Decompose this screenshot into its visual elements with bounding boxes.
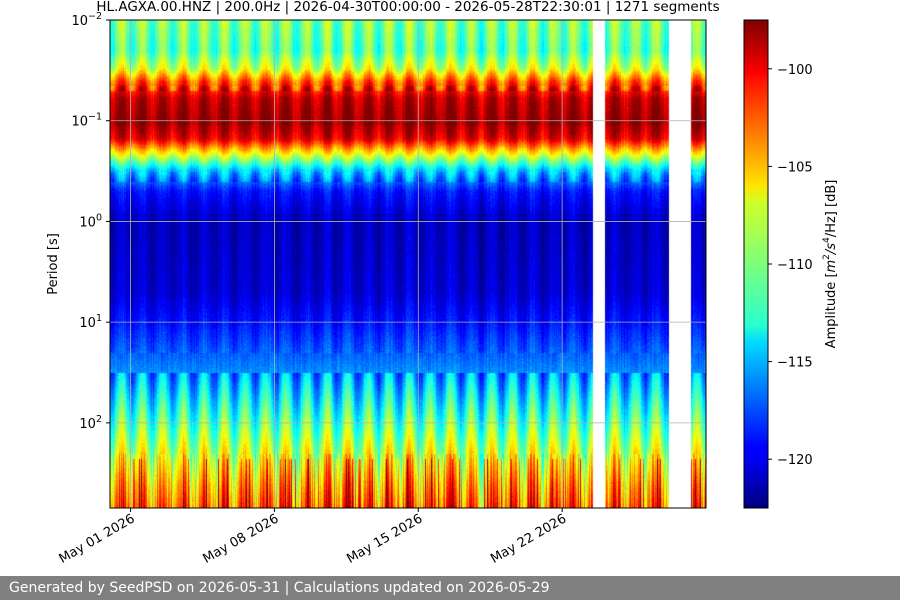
y-tick-label: 100 <box>79 212 102 230</box>
y-tick-label: 10−2 <box>71 11 102 29</box>
colorbar-tick-label: −120 <box>777 453 813 468</box>
psd-spectrogram-figure: HL.AGXA.00.HNZ | 200.0Hz | 2026-04-30T00… <box>46 0 839 567</box>
footer-bar: Generated by SeedPSD on 2026-05-31 | Cal… <box>0 576 900 600</box>
colorbar-tick-label: −115 <box>777 356 813 371</box>
plot-frame <box>109 19 707 509</box>
y-tick-exponent: 0 <box>96 212 102 223</box>
chart-title: HL.AGXA.00.HNZ | 200.0Hz | 2026-04-30T00… <box>96 0 719 15</box>
colorbar-label-mid: /s <box>824 243 839 255</box>
y-tick-base: 10 <box>79 316 96 331</box>
heatmap-image <box>110 20 706 508</box>
y-tick-label: 101 <box>79 313 102 331</box>
colorbar-tick-label: −100 <box>777 63 813 78</box>
colorbar-label: Amplitude [m2/s4/Hz] [dB] <box>822 180 839 349</box>
y-tick-exponent: 1 <box>96 313 102 324</box>
colorbar <box>743 19 769 509</box>
y-tick-base: 10 <box>71 14 88 29</box>
footer-text: Generated by SeedPSD on 2026-05-31 | Cal… <box>9 580 550 596</box>
colorbar-tick-label: −105 <box>777 160 813 175</box>
x-tick-label: May 01 2026 <box>57 511 138 566</box>
x-tick-label: May 22 2026 <box>488 511 569 566</box>
y-tick-exponent: −2 <box>88 11 102 22</box>
x-axis: May 01 2026 May 08 2026 May 15 2026 May 22 … <box>57 508 569 567</box>
x-tick-label: May 15 2026 <box>344 511 425 566</box>
y-tick-base: 10 <box>71 115 88 130</box>
x-tick-label: May 08 2026 <box>200 511 281 566</box>
y-tick-base: 10 <box>79 417 96 432</box>
y-tick-exponent: 2 <box>96 414 102 425</box>
colorbar-ticks: −100 −105 −110 −115 −120 <box>768 63 813 468</box>
y-tick-base: 10 <box>79 215 96 230</box>
y-tick-label: 102 <box>79 414 102 432</box>
colorbar-tick-label: −110 <box>777 258 813 273</box>
y-tick-exponent: −1 <box>88 112 102 123</box>
y-tick-label: 10−1 <box>71 112 102 130</box>
heatmap-area <box>110 20 706 508</box>
colorbar-label-exp2: 4 <box>822 237 832 243</box>
colorbar-label-exp1: 2 <box>822 254 832 260</box>
colorbar-label-m: m <box>824 260 839 273</box>
grid-lines <box>110 20 706 508</box>
colorbar-label-post: /Hz] [dB] <box>824 180 839 238</box>
colorbar-label-pre: Amplitude [ <box>824 272 839 348</box>
y-axis-label: Period [s] <box>46 233 61 295</box>
